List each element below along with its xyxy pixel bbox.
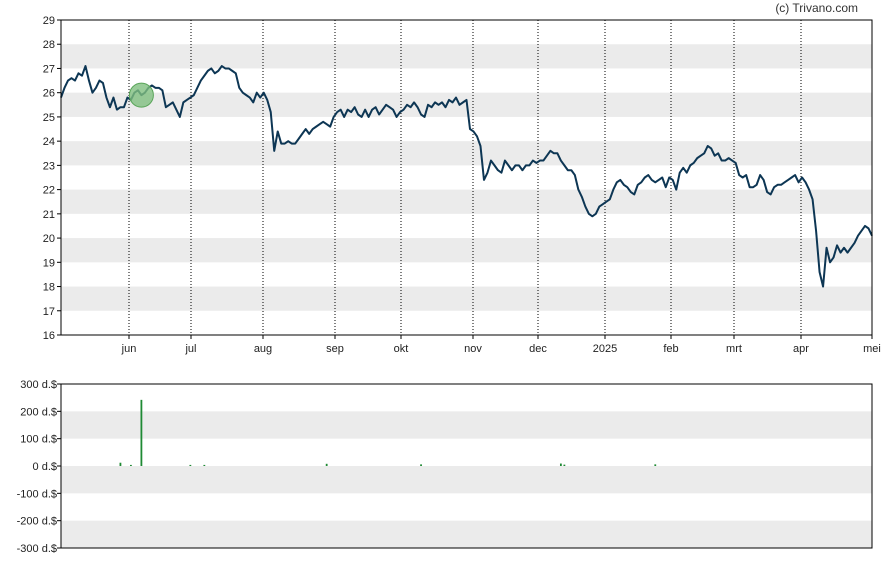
y-tick-label: 17 xyxy=(43,306,55,318)
x-tick-label: jun xyxy=(121,343,137,355)
price-band xyxy=(61,189,872,214)
x-tick-label: feb xyxy=(663,343,678,355)
y-tick-label: 19 xyxy=(43,257,55,269)
x-tick-label: mrt xyxy=(726,343,742,355)
x-tick-label: dec xyxy=(529,343,547,355)
x-tick-label: okt xyxy=(394,343,409,355)
price-band xyxy=(61,238,872,263)
x-tick-label: nov xyxy=(464,343,482,355)
y-tick-label: 22 xyxy=(43,185,55,197)
y-tick-label: 28 xyxy=(43,39,55,51)
volume-bar xyxy=(559,463,562,466)
volume-bar xyxy=(140,399,143,466)
y-tick-label: 24 xyxy=(43,136,55,148)
volume-y-tick-label: 0 d.$ xyxy=(33,461,57,473)
price-line xyxy=(60,65,873,288)
volume-bar xyxy=(189,464,192,466)
price-band xyxy=(61,44,872,69)
price-x-axis: jun jul aug sep okt nov dec 2025 feb mrt apr mei xyxy=(121,335,881,355)
volume-y-tick-label: 200 d.$ xyxy=(20,406,57,418)
x-tick-label: jul xyxy=(184,343,196,355)
volume-y-tick-label: -200 d.$ xyxy=(17,516,57,528)
y-tick-label: 27 xyxy=(43,63,55,75)
volume-bar xyxy=(119,462,122,466)
volume-bar xyxy=(325,463,328,466)
volume-band xyxy=(61,520,872,548)
price-band xyxy=(61,141,872,166)
y-tick-label: 23 xyxy=(43,160,55,172)
x-tick-label: sep xyxy=(326,343,344,355)
y-tick-label: 21 xyxy=(43,209,55,221)
volume-bands xyxy=(61,411,872,548)
volume-bar xyxy=(203,464,206,466)
y-tick-label: 18 xyxy=(43,282,55,294)
y-tick-label: 26 xyxy=(43,88,55,100)
volume-bar xyxy=(654,464,657,466)
volume-y-tick-label: 100 d.$ xyxy=(20,434,57,446)
volume-bar xyxy=(130,464,132,466)
price-y-axis: 16 17 18 19 20 21 22 23 24 25 26 27 28 29 xyxy=(43,15,61,342)
x-tick-label: apr xyxy=(793,343,809,355)
volume-y-tick-label: -300 d.$ xyxy=(17,543,57,555)
volume-band xyxy=(61,466,872,494)
price-panel-border xyxy=(60,19,873,336)
y-tick-label: 29 xyxy=(43,15,55,27)
y-tick-label: 20 xyxy=(43,233,55,245)
volume-band xyxy=(61,411,872,439)
x-tick-label: aug xyxy=(254,343,272,355)
volume-bar xyxy=(420,464,422,466)
volume-bars xyxy=(119,399,657,466)
y-tick-label: 25 xyxy=(43,112,55,124)
volume-y-tick-label: 300 d.$ xyxy=(20,379,57,391)
volume-panel-border xyxy=(60,383,873,549)
volume-y-tick-label: -100 d.$ xyxy=(17,488,57,500)
y-tick-label: 16 xyxy=(43,330,55,342)
x-tick-label: 2025 xyxy=(593,343,617,355)
price-band xyxy=(61,286,872,311)
highlight-marker xyxy=(128,82,154,108)
volume-y-axis: 300 d.$ 200 d.$ 100 d.$ 0 d.$ -100 d.$ -200 d… xyxy=(17,379,61,555)
volume-bar xyxy=(563,464,566,466)
price-bands xyxy=(61,44,872,311)
x-tick-label: mei xyxy=(863,343,881,355)
credit-label: (c) Trivano.com xyxy=(775,1,858,15)
